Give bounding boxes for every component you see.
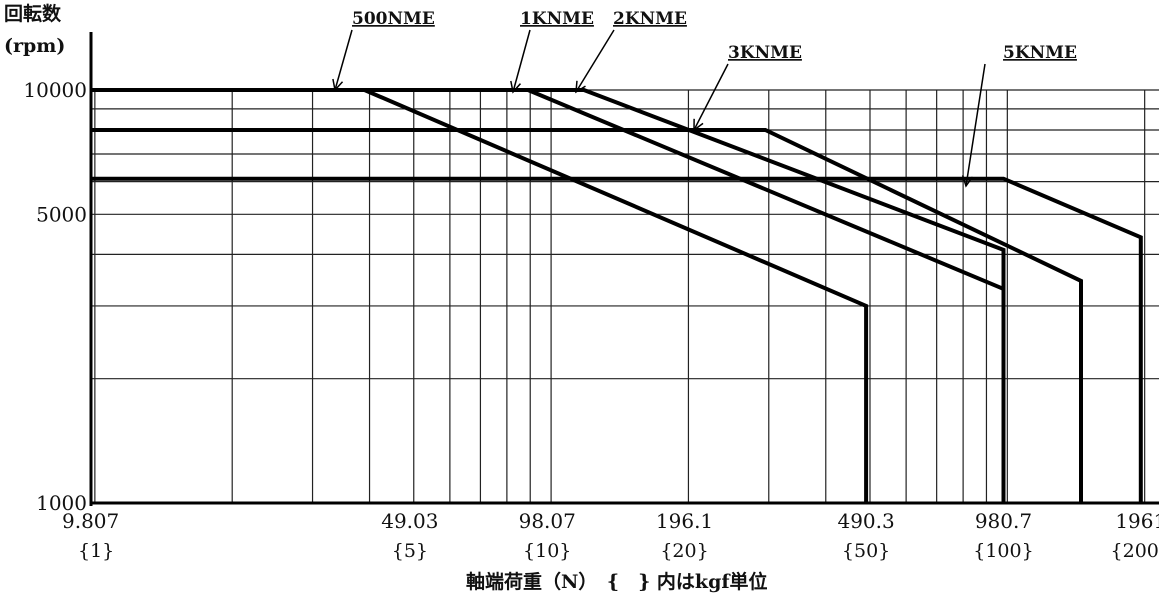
y-axis-unit: (rpm) — [4, 35, 65, 57]
series-line-3knme — [91, 128, 1083, 503]
x-tick-sublabel: {10} — [523, 540, 571, 562]
callout-arrowhead — [510, 80, 522, 94]
x-tick-label: 9.807 — [62, 509, 119, 533]
x-tick-sublabel: {1} — [78, 540, 114, 562]
y-tick-label: 5000 — [36, 202, 87, 226]
callout-arrowhead — [332, 78, 344, 92]
x-tick-label: 1961 — [1115, 509, 1159, 533]
series-label-5knme: 5KNME — [1003, 43, 1077, 63]
x-tick-sublabel: {50} — [842, 540, 890, 562]
series-line-5knme — [91, 176, 1143, 503]
x-tick-sublabel: {5} — [392, 540, 428, 562]
series-label-500nme: 500NME — [352, 9, 435, 29]
x-tick-sublabel: {200} — [1111, 540, 1159, 562]
callout-arrowhead — [575, 80, 586, 94]
series-labels: 500NME 1KNME 2KNME 3KNME 5KNME — [332, 9, 1077, 188]
series-label-1knme: 1KNME — [520, 9, 594, 29]
x-tick-label: 980.7 — [975, 509, 1032, 533]
y-axis-title: 回転数 — [4, 2, 62, 25]
series-callout-line — [512, 29, 531, 93]
series-callout-line — [334, 29, 353, 91]
grid — [90, 89, 1159, 504]
x-axis-title: 軸端荷重（N） { } 内はkgf単位 — [466, 570, 768, 593]
x-tick-sublabel: {20} — [660, 540, 708, 562]
series-callout-line — [575, 29, 615, 93]
series-line-2knme — [91, 88, 1006, 503]
series-label-3knme: 3KNME — [728, 43, 802, 63]
callout-arrowhead — [961, 175, 974, 188]
x-tick-label: 98.07 — [519, 509, 576, 533]
x-tick-label: 49.03 — [381, 509, 438, 533]
x-tick-sublabel: {100} — [973, 540, 1033, 562]
callout-arrowhead — [693, 118, 704, 132]
series-lines — [91, 88, 1143, 503]
axes — [89, 32, 1159, 506]
x-tick-label: 490.3 — [837, 509, 894, 533]
x-tick-label: 196.1 — [656, 509, 713, 533]
series-callout-line — [965, 63, 986, 187]
series-callout-line — [693, 63, 729, 131]
series-label-2knme: 2KNME — [613, 9, 687, 29]
y-tick-label: 10000 — [23, 78, 87, 102]
y-tick-label: 1000 — [36, 491, 87, 515]
